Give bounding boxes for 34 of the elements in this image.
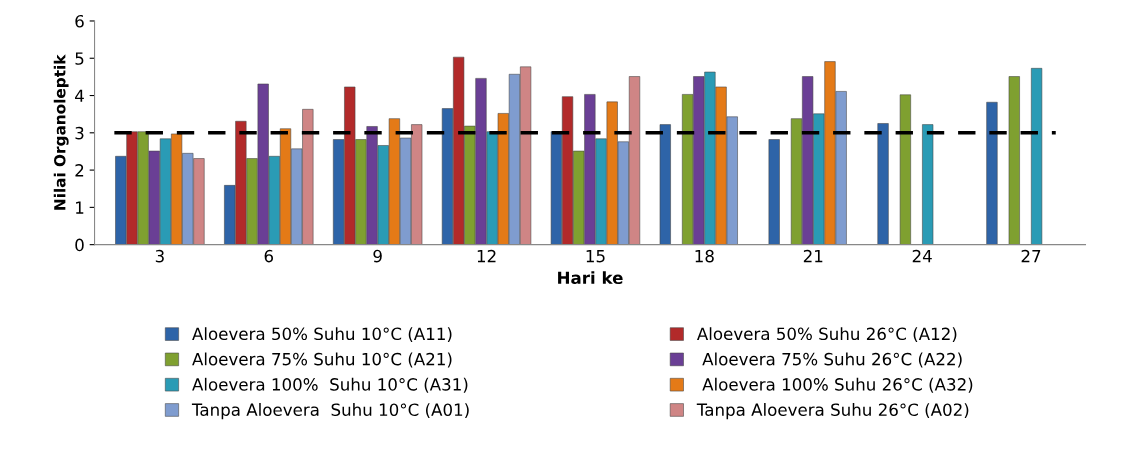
- y-tick-label: 0: [75, 238, 84, 252]
- legend-label: Aloevera 50% Suhu 26°C (A12): [696, 327, 957, 343]
- legend-label: Aloevera 75% Suhu 26°C (A22): [702, 352, 962, 368]
- x-tick-label: 27: [1021, 249, 1041, 263]
- x-tick-label: 24: [912, 249, 932, 263]
- bar: [659, 124, 671, 245]
- x-tick-label: 6: [264, 249, 274, 263]
- y-axis-title: Nilai Organoleptik: [53, 54, 69, 210]
- y-tick-label: 3: [75, 126, 84, 140]
- bar: [877, 123, 889, 245]
- x-tick-label: 18: [695, 249, 714, 263]
- x-tick-label: 15: [586, 250, 605, 263]
- bar: [1008, 76, 1020, 245]
- bar: [922, 124, 934, 245]
- legend-label: Tanpa Aloevera Suhu 26°C (A02): [696, 403, 969, 420]
- bar: [986, 101, 998, 245]
- x-tick-label: 9: [373, 249, 382, 263]
- x-axis-title: Hari ke: [558, 271, 623, 285]
- legend-label: Aloevera 75% Suhu 10°C (A21): [192, 352, 452, 368]
- x-tick-label: 12: [477, 249, 496, 263]
- y-tick-label: 5: [75, 52, 84, 65]
- y-tick-label: 6: [75, 14, 84, 28]
- bar: [899, 94, 911, 245]
- bar: [1031, 68, 1043, 245]
- legend-label: Tanpa Aloevera Suhu 10°C (A01): [191, 403, 469, 420]
- legend-label: Aloevera 100% Suhu 26°C (A32): [702, 377, 973, 393]
- y-tick-label: 2: [75, 164, 84, 177]
- y-tick-label: 4: [75, 89, 84, 102]
- bar: [768, 139, 780, 245]
- legend-label: Aloevera 100% Suhu 10°C (A31): [192, 377, 468, 393]
- y-tick-label: 1: [76, 201, 84, 214]
- x-tick-label: 3: [155, 249, 164, 263]
- x-tick-label: 21: [803, 249, 823, 263]
- legend-label: Aloevera 50% Suhu 10°C (A11): [192, 327, 452, 343]
